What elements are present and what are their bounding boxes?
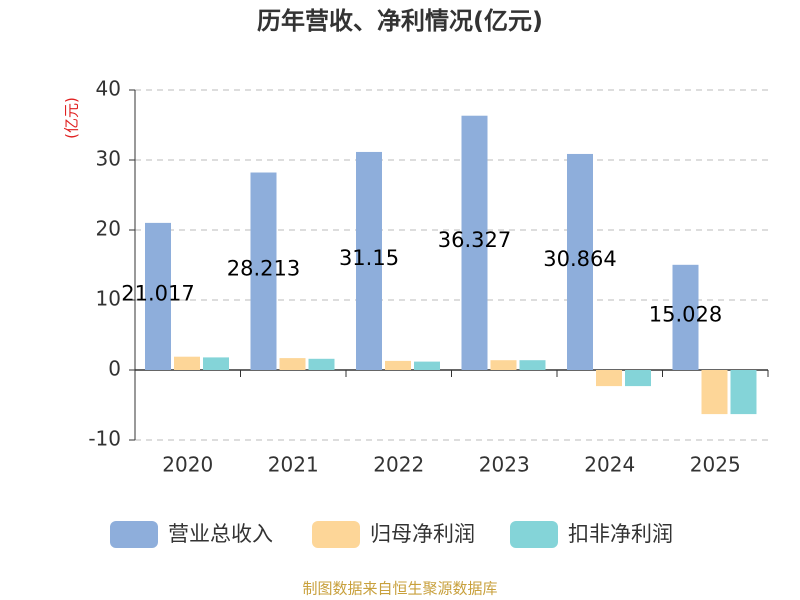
data-label: 30.864 [543, 247, 616, 271]
x-tick-label: 2020 [162, 453, 213, 477]
bar [356, 151, 382, 370]
chart-title: 历年营收、净利情况(亿元) [257, 7, 543, 35]
x-tick-label: 2025 [690, 453, 741, 477]
y-tick-label: 10 [96, 287, 121, 311]
legend-swatch [110, 521, 158, 548]
y-tick-label: 20 [96, 217, 121, 241]
bar [174, 356, 200, 370]
x-tick-label: 2024 [584, 453, 635, 477]
legend-swatch [312, 521, 360, 548]
bar [203, 357, 229, 370]
y-tick-label: 40 [96, 77, 121, 101]
legend-swatch [510, 521, 558, 548]
bar [596, 370, 622, 387]
bar [625, 370, 651, 387]
bar [279, 358, 306, 370]
y-tick-label: 30 [96, 147, 121, 171]
bar [672, 264, 699, 370]
y-tick-label: -10 [88, 427, 121, 451]
bar [385, 360, 411, 370]
legend-label: 营业总收入 [168, 522, 273, 546]
bar [461, 115, 488, 370]
data-label: 31.15 [339, 246, 399, 270]
source-note: 制图数据来自恒生聚源数据库 [302, 580, 497, 598]
legend-label: 扣非净利润 [568, 522, 673, 546]
bar [308, 358, 335, 370]
bar [145, 222, 171, 370]
data-label: 15.028 [649, 302, 722, 326]
bar [730, 370, 757, 415]
legend-label: 归母净利润 [370, 522, 475, 546]
bar [490, 360, 517, 370]
data-label: 21.017 [121, 281, 194, 305]
y-tick-label: 0 [108, 357, 121, 381]
y-unit: (亿元) [63, 97, 81, 139]
data-label: 28.213 [227, 256, 300, 280]
bar [250, 172, 277, 370]
bar [414, 361, 440, 370]
bar [701, 370, 728, 415]
x-tick-label: 2022 [373, 453, 424, 477]
x-tick-label: 2023 [479, 453, 530, 477]
data-label: 36.327 [438, 228, 511, 252]
bar [519, 360, 546, 370]
x-tick-label: 2021 [268, 453, 319, 477]
bar [567, 153, 593, 370]
